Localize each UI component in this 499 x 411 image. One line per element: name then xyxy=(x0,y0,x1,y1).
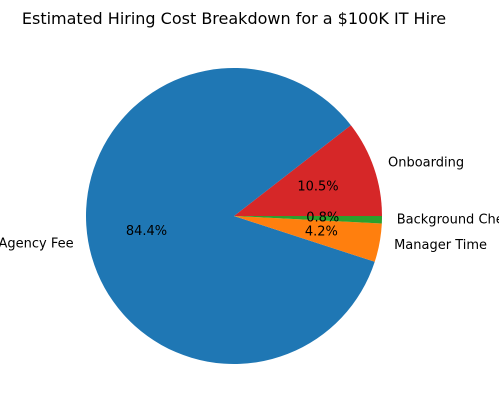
pie-category-label: Onboarding xyxy=(388,156,464,171)
pie-category-label: Agency Fee xyxy=(0,237,74,252)
pie-percent-label: 4.2% xyxy=(305,225,338,240)
pie-category-label: Manager Time xyxy=(394,238,487,253)
pie-labels: 10.5% Onboarding 84.4% Agency Fee 4.2% Manage… xyxy=(0,156,499,253)
pie-category-label: Background Check xyxy=(397,213,499,228)
pie-slices xyxy=(85,67,382,364)
pie-percent-label: 84.4% xyxy=(126,224,167,239)
pie-slice-background-check xyxy=(234,216,382,224)
pie-slice-manager-time xyxy=(234,216,382,262)
pie-percent-label: 10.5% xyxy=(297,180,338,195)
pie-percent-label: 0.8% xyxy=(306,211,339,226)
pie-slice-agency-fee xyxy=(85,67,375,364)
pie-slice-onboarding xyxy=(234,125,382,216)
chart-title: Estimated Hiring Cost Breakdown for a $1… xyxy=(22,9,446,28)
